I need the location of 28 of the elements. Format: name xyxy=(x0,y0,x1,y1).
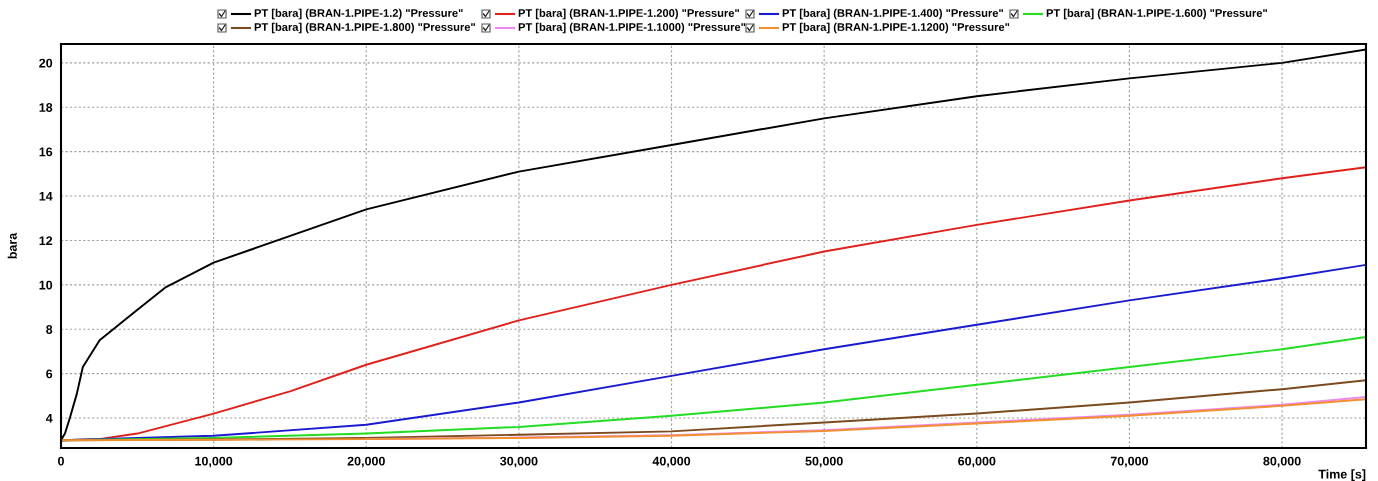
legend-label: PT [bara] (BRAN-1.PIPE-1.600) "Pressure" xyxy=(1046,8,1267,20)
x-tick-label: 70,000 xyxy=(1110,456,1149,468)
y-tick-label: 8 xyxy=(46,325,53,334)
legend-label: PT [bara] (BRAN-1.PIPE-1.200) "Pressure" xyxy=(518,8,739,20)
legend-label: PT [bara] (BRAN-1.PIPE-1.1200) "Pressure" xyxy=(782,22,1010,34)
x-tick-label: 50,000 xyxy=(805,456,843,468)
x-tick-label: 80,000 xyxy=(1263,456,1301,468)
x-tick-label: 60,000 xyxy=(958,456,996,468)
x-tick-label: 40,000 xyxy=(652,456,691,468)
line-series xyxy=(61,398,1366,442)
y-tick-label: 18 xyxy=(39,103,53,112)
y-tick-label: 14 xyxy=(39,191,53,201)
x-tick-label: 30,000 xyxy=(500,456,538,468)
y-axis-title: bara xyxy=(7,232,17,259)
x-axis-title: Time [s] xyxy=(1318,469,1366,481)
x-tick-label: 10,000 xyxy=(195,456,233,468)
y-tick-label: 10 xyxy=(39,280,53,290)
legend-label: PT [bara] (BRAN-1.PIPE-1.400) "Pressure" xyxy=(782,8,1003,20)
x-tick-label: 20,000 xyxy=(347,456,385,468)
y-tick-label: 12 xyxy=(39,236,53,245)
y-tick-label: 4 xyxy=(45,413,53,423)
legend-label: PT [bara] (BRAN-1.PIPE-1.2) "Pressure" xyxy=(254,8,463,20)
legend-label: PT [bara] (BRAN-1.PIPE-1.800) "Pressure" xyxy=(254,22,475,34)
x-tick-label: 0 xyxy=(58,456,64,466)
y-tick-label: 20 xyxy=(39,58,53,68)
legend-label: PT [bara] (BRAN-1.PIPE-1.1000) "Pressure" xyxy=(518,22,746,34)
y-tick-label: 6 xyxy=(46,369,53,379)
y-tick-label: 16 xyxy=(39,147,53,157)
